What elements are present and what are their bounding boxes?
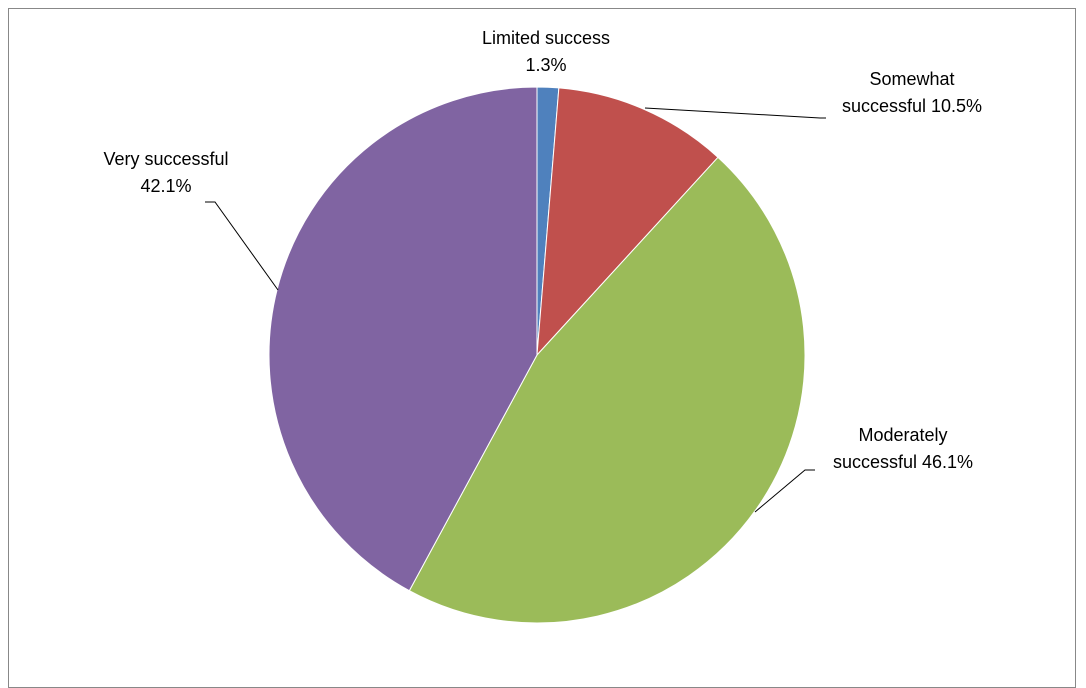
- data-label: Moderately successful 46.1%: [823, 422, 983, 476]
- category-label: Somewhat successful: [841, 69, 955, 116]
- value-label: 46.1%: [922, 452, 974, 472]
- data-label: Limited success 1.3%: [476, 25, 616, 79]
- category-label: Very successful: [103, 149, 229, 169]
- value-label: 42.1%: [140, 176, 192, 196]
- data-label: Very successful 42.1%: [96, 146, 236, 200]
- leader-line: [205, 201, 279, 291]
- data-label: Somewhat successful 10.5%: [832, 66, 992, 120]
- pie-slice: [408, 156, 806, 624]
- pie: [268, 86, 806, 624]
- category-label: Moderately successful: [832, 425, 948, 472]
- leader-line: [644, 107, 826, 119]
- value-label: 1.3%: [525, 55, 567, 75]
- leader-line: [754, 469, 815, 513]
- pie-slice: [536, 87, 719, 357]
- category-label: Limited success: [481, 28, 611, 48]
- value-label: 10.5%: [931, 96, 983, 116]
